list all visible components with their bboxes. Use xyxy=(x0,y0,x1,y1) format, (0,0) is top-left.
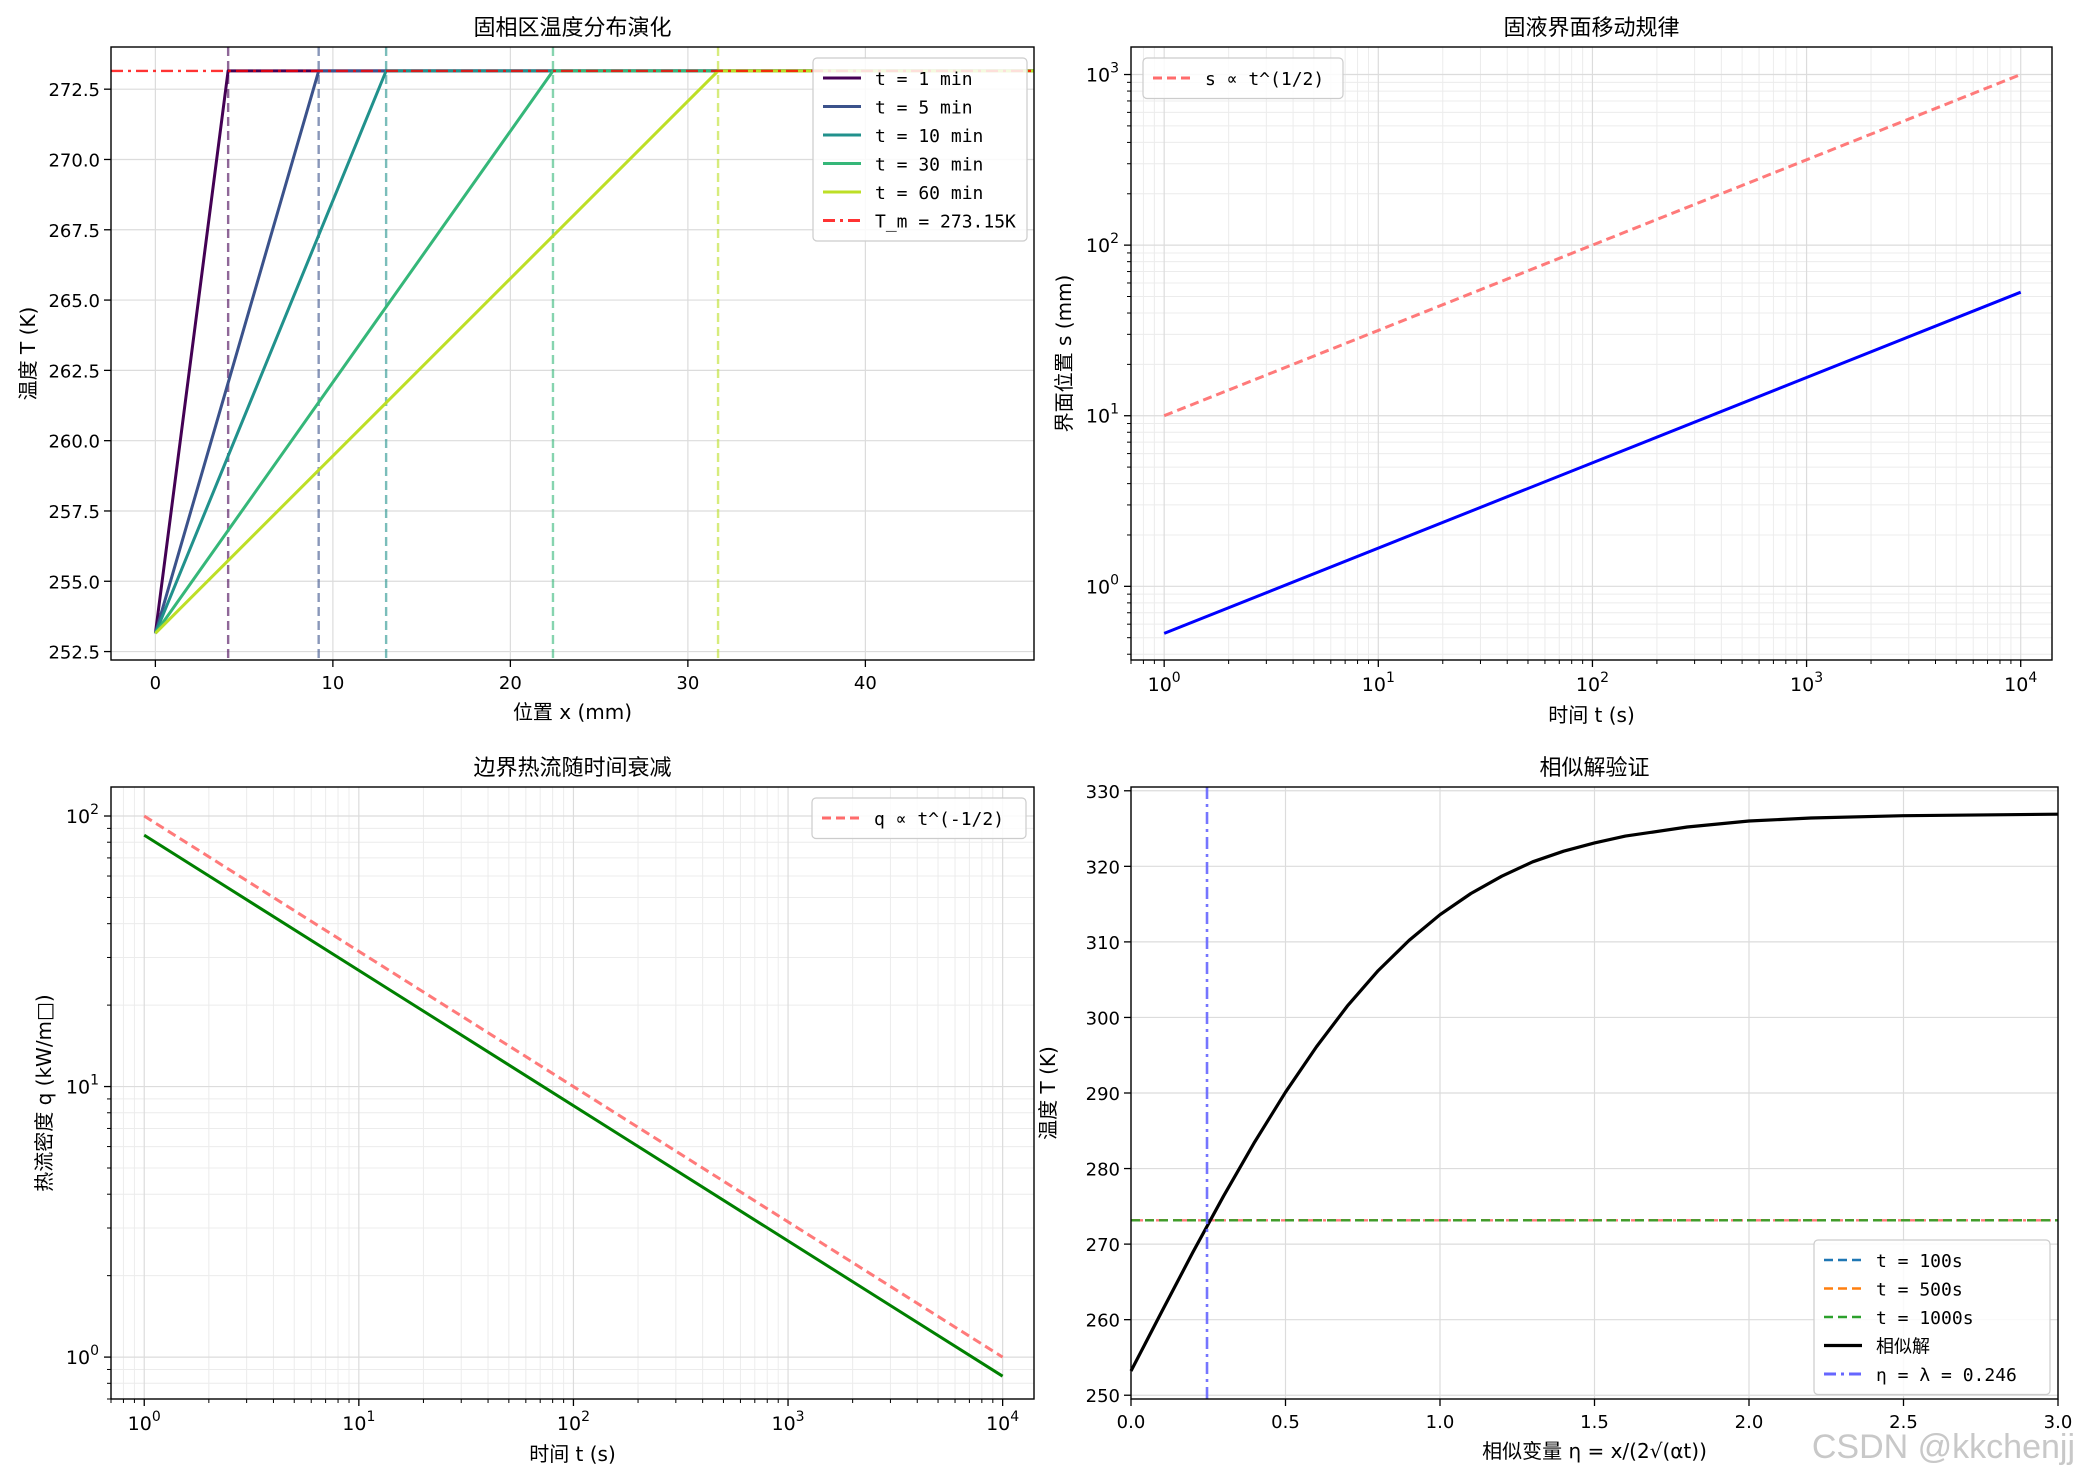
chart-title: 相似解验证 xyxy=(1539,756,1649,781)
y-tick-label: 260 xyxy=(1086,1311,1120,1332)
axes-frame xyxy=(1130,46,2053,661)
y-tick-label: 270 xyxy=(1086,1235,1120,1256)
legend-label: t = 30 min xyxy=(875,155,983,176)
legend-label: t = 5 min xyxy=(875,98,973,119)
x-tick-label: 102 xyxy=(557,1409,590,1435)
y-tick-label: 103 xyxy=(1086,61,1119,87)
legend-box xyxy=(1813,1239,2051,1396)
x-tick-label: 100 xyxy=(128,1409,161,1435)
legend-label: t = 10 min xyxy=(875,126,983,147)
y-tick-label: 290 xyxy=(1086,1084,1120,1105)
x-tick-label: 1.5 xyxy=(1580,1412,1609,1433)
y-axis-label: 界面位置 s (mm) xyxy=(1052,275,1076,433)
series-line xyxy=(1163,290,2022,635)
x-tick-label: 100 xyxy=(1148,670,1181,696)
y-tick-label: 270.0 xyxy=(48,150,100,171)
legend-label: s ∝ t^(1/2) xyxy=(1205,69,1324,90)
y-tick-label: 267.5 xyxy=(48,221,100,242)
x-tick-label: 103 xyxy=(771,1409,804,1435)
panel-temperature-evolution: 0 10 20 30 40 252.5 255.0 257.5 260.0 262.5 265.0 2… xyxy=(16,16,1035,724)
y-tick-label: 100 xyxy=(1086,572,1119,598)
x-axis-label: 时间 t (s) xyxy=(1548,703,1635,727)
y-axis-label: 热流密度 q (kW/m□) xyxy=(32,994,56,1192)
chart-title: 固液界面移动规律 xyxy=(1503,16,1679,41)
grid xyxy=(1130,47,2052,660)
x-tick-label: 2.0 xyxy=(1735,1412,1764,1433)
y-tick-label: 272.5 xyxy=(48,80,100,101)
y-tick-label: 330 xyxy=(1086,782,1120,803)
legend-label: t = 60 min xyxy=(875,183,983,204)
axes-frame xyxy=(1130,786,2059,1400)
x-axis-label: 相似变量 η = x/(2√(αt)) xyxy=(1482,1439,1707,1463)
legend-box xyxy=(1142,57,1344,100)
x-tick-label: 0.5 xyxy=(1271,1412,1300,1433)
x-tick-label: 102 xyxy=(1576,670,1609,696)
x-tick-label: 10 xyxy=(321,673,344,694)
y-tick-label: 310 xyxy=(1086,933,1120,954)
y-tick-label: 300 xyxy=(1086,1008,1120,1029)
axes-frame xyxy=(110,46,1035,661)
legend-label: t = 100s xyxy=(1876,1251,1963,1272)
series-line xyxy=(143,833,1004,1378)
y-tick-label: 265.0 xyxy=(48,291,100,312)
y-tick-label: 252.5 xyxy=(48,643,100,664)
chart-title: 边界热流随时间衰减 xyxy=(473,756,671,781)
y-axis-label: 温度 T (K) xyxy=(1036,1046,1060,1140)
y-tick-label: 102 xyxy=(66,802,99,828)
legend-label: t = 500s xyxy=(1876,1280,1963,1301)
x-tick-label: 104 xyxy=(2004,670,2037,696)
x-tick-label: 3.0 xyxy=(2044,1412,2073,1433)
panel-similarity-solution: 0.0 0.5 1.0 1.5 2.0 2.5 3.0 250 260 270 280 290 300 3… xyxy=(1036,756,2072,1463)
y-axis-label: 温度 T (K) xyxy=(16,307,40,401)
y-tick-label: 101 xyxy=(66,1073,99,1099)
y-tick-label: 250 xyxy=(1086,1386,1120,1407)
plot-area xyxy=(111,47,1034,660)
x-tick-label: 20 xyxy=(499,673,522,694)
y-tick-label: 100 xyxy=(66,1343,99,1369)
series-line xyxy=(143,814,1004,1359)
legend-label: t = 1000s xyxy=(1876,1308,1974,1329)
legend-box xyxy=(812,57,1028,242)
x-tick-label: 101 xyxy=(1362,670,1395,696)
x-tick-label: 0 xyxy=(150,673,161,694)
x-tick-label: 104 xyxy=(986,1409,1019,1435)
x-tick-label: 2.5 xyxy=(1889,1412,1918,1433)
y-tick-label: 255.0 xyxy=(48,572,100,593)
y-tick-label: 320 xyxy=(1086,857,1120,878)
similarity-solution-curve xyxy=(1129,812,2059,1372)
x-tick-label: 101 xyxy=(342,1409,375,1435)
watermark: CSDN @kkchenjj xyxy=(1812,1428,2075,1466)
legend-box xyxy=(811,797,1027,840)
y-tick-label: 280 xyxy=(1086,1160,1120,1181)
chart-title: 固相区温度分布演化 xyxy=(473,16,671,41)
x-tick-label: 1.0 xyxy=(1426,1412,1455,1433)
legend-label: 相似解 xyxy=(1876,1337,1930,1358)
grid xyxy=(110,787,1034,1400)
y-tick-label: 102 xyxy=(1086,231,1119,257)
x-tick-label: 40 xyxy=(854,673,877,694)
y-tick-label: 257.5 xyxy=(48,502,100,523)
y-tick-label: 101 xyxy=(1086,402,1119,428)
y-tick-label: 260.0 xyxy=(48,432,100,453)
x-tick-label: 0.0 xyxy=(1117,1412,1146,1433)
legend-label: t = 1 min xyxy=(875,69,973,90)
x-tick-label: 30 xyxy=(676,673,699,694)
legend-label: q ∝ t^(-1/2) xyxy=(874,809,1004,830)
x-tick-label: 103 xyxy=(1790,670,1823,696)
x-axis-label: 位置 x (mm) xyxy=(513,700,632,724)
x-axis-label: 时间 t (s) xyxy=(529,1442,616,1466)
axes-frame xyxy=(110,786,1035,1400)
y-tick-label: 262.5 xyxy=(48,361,100,382)
legend-label: η = λ = 0.246 xyxy=(1876,1365,2017,1386)
legend-label: T_m = 273.15K xyxy=(875,212,1016,233)
